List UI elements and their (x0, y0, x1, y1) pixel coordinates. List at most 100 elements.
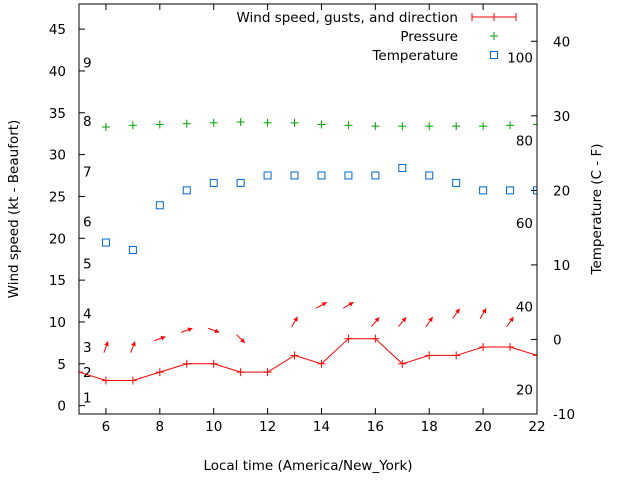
beaufort-label: 8 (83, 114, 92, 130)
wind-arrow (342, 301, 354, 309)
y2-tick-label: 10 (553, 258, 570, 274)
x-tick-label: 14 (313, 419, 330, 435)
beaufort-label: 3 (83, 340, 92, 356)
temperature-point (506, 186, 515, 195)
beaufort-label: 1 (83, 390, 92, 406)
x-tick-label: 8 (156, 419, 165, 435)
x-tick-label: 12 (259, 419, 276, 435)
y2-tick-label: 0 (553, 332, 562, 348)
wind-line (79, 338, 537, 382)
wind-arrow (506, 316, 514, 328)
x-tick-label: 16 (367, 419, 384, 435)
wind-arrow-head (240, 338, 245, 343)
temperature-point (101, 238, 110, 247)
series-layer (79, 117, 537, 385)
legend-label-wind: Wind speed, gusts, and direction (236, 10, 458, 26)
wind-arrow-head (160, 335, 166, 341)
wind-arrow (103, 341, 109, 353)
beaufort-label: 4 (83, 307, 92, 323)
wind-arrow-head (455, 308, 460, 314)
legend-label-temperature: Temperature (371, 48, 458, 64)
temperature-point (290, 171, 299, 180)
wind-arrow-head (214, 328, 220, 334)
wind-arrow-head (321, 302, 327, 307)
x-tick-label: 18 (421, 419, 438, 435)
wind-arrow (452, 308, 461, 319)
beaufort-label: 2 (83, 365, 92, 381)
temperature-point (128, 246, 137, 254)
wind-arrow-head (428, 317, 433, 323)
x-tick-label: 6 (102, 419, 111, 435)
wind-arrow (130, 341, 136, 353)
beaufort-label: 5 (83, 256, 92, 272)
wind-arrow (316, 301, 327, 309)
legend-swatch-temperature (490, 51, 498, 59)
y-tick-label: 45 (49, 22, 66, 38)
y-tick-label: 30 (49, 148, 66, 164)
beaufort-label: 6 (83, 215, 92, 231)
legend-label-pressure: Pressure (400, 29, 458, 45)
y-axis-title: Wind speed (kt - Beaufort) (6, 120, 22, 299)
beaufort-label: 7 (83, 164, 92, 180)
temperature-point (425, 171, 434, 180)
wind-arrow (371, 317, 380, 327)
x-tick-label: 10 (205, 419, 222, 435)
temperature-point (236, 178, 245, 187)
fahrenheit-label: 40 (516, 300, 533, 316)
temperature-point (371, 171, 380, 180)
wind-arrow (479, 308, 487, 320)
y2-tick-label: 20 (553, 183, 570, 199)
wind-arrow-head (348, 302, 354, 307)
wind-arrow (207, 327, 220, 334)
y-tick-label: 35 (49, 106, 66, 122)
legend: Wind speed, gusts, and direction Pressure… (236, 10, 517, 64)
wind-arrow-head (104, 341, 109, 347)
temperature-point (398, 164, 407, 172)
y2-axis-title: Temperature (C - F) (589, 144, 605, 276)
x-tick-label: 20 (475, 419, 492, 435)
y2-tick-label: 30 (553, 109, 570, 125)
y-tick-label: 25 (49, 189, 66, 205)
wind-arrow-head (481, 308, 487, 314)
fahrenheit-label: 100 (507, 51, 533, 67)
y2-tick-label: -10 (553, 407, 575, 423)
x-axis-title: Local time (America/New_York) (203, 458, 412, 474)
fahrenheit-label: 20 (516, 382, 533, 398)
wind-arrow-head (509, 317, 514, 323)
beaufort-label: 9 (83, 56, 92, 72)
y-tick-label: 5 (57, 357, 66, 373)
temperature-point (452, 178, 461, 187)
wind-arrow (291, 316, 298, 328)
y2-tick-label: 40 (553, 34, 570, 50)
fahrenheit-label: 80 (516, 133, 533, 149)
temperature-point (209, 178, 218, 187)
temperature-point (182, 186, 191, 195)
wind-arrow (398, 317, 407, 327)
wind-arrow (236, 334, 246, 344)
temperature-point (344, 171, 353, 180)
wind-arrow-head (131, 341, 136, 347)
temperature-point (263, 171, 272, 180)
wind-arrow (154, 335, 166, 342)
series-clip-group (79, 117, 537, 385)
temperature-point (155, 201, 164, 210)
fahrenheit-label: 60 (516, 216, 533, 232)
wind-arrow (180, 327, 193, 333)
y-tick-label: 10 (49, 315, 66, 331)
wind-arrow-head (293, 316, 298, 322)
ticks-layer (79, 4, 538, 415)
y-tick-label: 20 (49, 231, 66, 247)
temperature-point (479, 186, 488, 195)
wind-arrow-head (374, 317, 380, 323)
temperature-point (317, 171, 326, 180)
wind-arrow-head (187, 327, 193, 333)
wind-arrow-head (401, 317, 407, 323)
y-tick-label: 0 (57, 399, 66, 415)
temperature-point (533, 186, 537, 195)
y-tick-label: 15 (49, 273, 66, 289)
y-tick-label: 40 (49, 64, 66, 80)
wind-arrow (425, 316, 434, 328)
x-tick-label: 22 (528, 419, 545, 435)
plot-frame (78, 3, 538, 415)
